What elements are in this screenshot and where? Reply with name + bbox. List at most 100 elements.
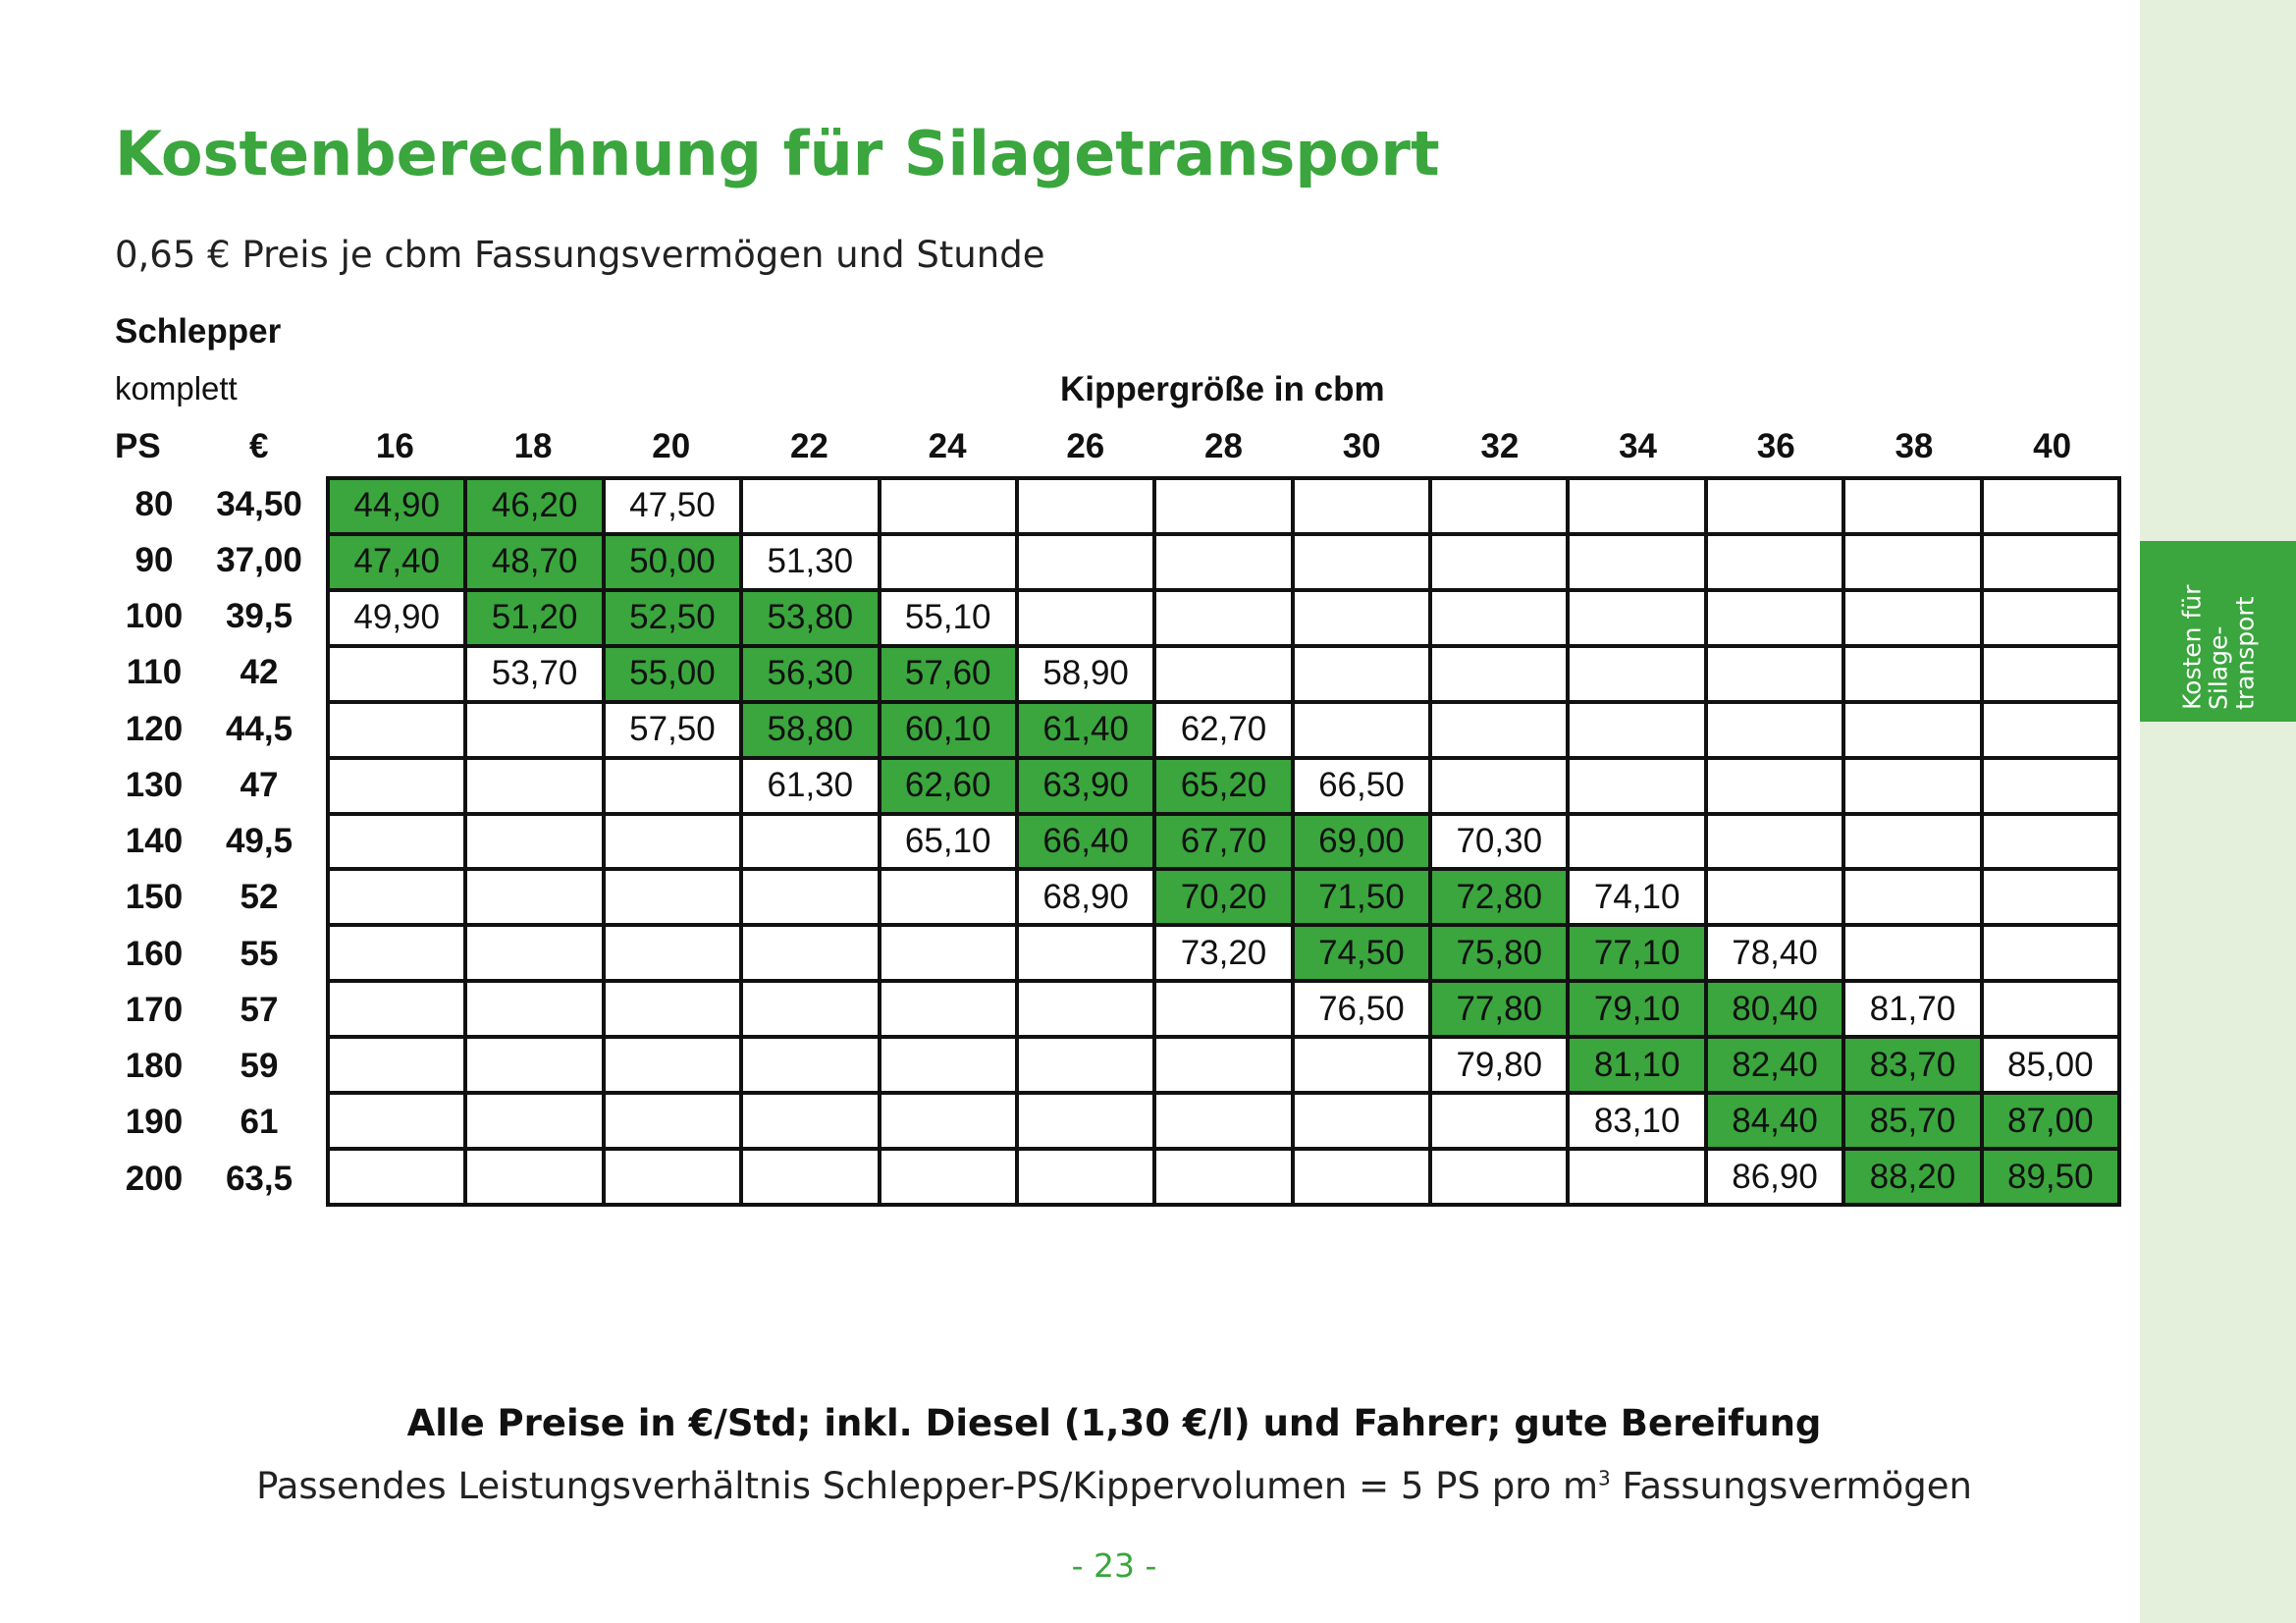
table-cell [1705,478,1844,534]
row-header: 140 49,5 [108,814,324,870]
row-euro: 55 [240,934,279,973]
table-cell [741,813,880,870]
section-tab[interactable]: Kosten für Silage- transport [2140,541,2296,722]
column-header: 18 [513,427,553,465]
table-cell [1430,1149,1569,1205]
table-cell [879,981,1017,1038]
table-cell: 57,50 [603,701,742,758]
table-cell [1154,478,1293,534]
table-cell [1016,478,1155,534]
table-cell [1568,533,1706,590]
table-cell [1981,645,2119,702]
row-header: 200 63,5 [108,1151,324,1207]
table-cell [879,1037,1017,1094]
table-cell [603,813,742,870]
table-cell [465,981,604,1038]
table-cell: 66,50 [1292,757,1431,814]
section-tab-label: Kosten für Silage- transport [2177,553,2259,710]
table-cell [603,1037,742,1094]
table-cell [1016,533,1155,590]
table-cell [1292,645,1431,702]
table-cell [1981,981,2119,1038]
table-cell [1568,478,1706,534]
row-euro: 42 [240,653,279,692]
table-cell-highlighted: 48,70 [465,533,604,590]
table-cell [1568,813,1706,870]
table-cell [1843,701,1982,758]
table-cell: 74,10 [1568,869,1706,926]
table-cell [328,1149,466,1205]
table-cell: 51,30 [741,533,880,590]
table-cell [741,869,880,926]
label-komplett: komplett [115,370,238,406]
table-cell [1430,645,1569,702]
table-cell-highlighted: 58,80 [741,701,880,758]
table-cell [1016,1093,1155,1150]
row-header: 170 57 [108,982,324,1038]
table-cell-highlighted: 62,60 [879,757,1017,814]
row-ps: 150 [125,878,184,917]
row-euro: 34,50 [216,484,302,523]
table-cell [1843,589,1982,646]
table-cell [465,869,604,926]
page-subtitle: 0,65 € Preis je cbm Fassungsvermögen und… [115,234,1045,276]
table-cell [328,869,466,926]
table-cell [1016,981,1155,1038]
table-cell: 70,30 [1430,813,1569,870]
table-cell [1981,701,2119,758]
table-cell [1292,1093,1431,1150]
column-header: 30 [1342,427,1381,465]
table-cell [1843,757,1982,814]
table-cell [328,813,466,870]
table-cell-highlighted: 82,40 [1705,1037,1844,1094]
table-cell [603,1093,742,1150]
table-cell [328,645,466,702]
table-cell-highlighted: 75,80 [1430,925,1569,982]
table-cell-highlighted: 77,10 [1568,925,1706,982]
table-cell [328,1093,466,1150]
table-cell-highlighted: 79,10 [1568,981,1706,1038]
column-header: 24 [928,427,967,465]
table-cell [465,925,604,982]
row-header: 160 55 [108,926,324,982]
label-schlepper: Schlepper [115,312,282,351]
row-ps: 170 [125,990,184,1029]
table-cell [1705,645,1844,702]
table-cell [1016,925,1155,982]
row-header: 130 47 [108,757,324,813]
table-cell [603,869,742,926]
column-header: 26 [1066,427,1105,465]
table-cell-highlighted: 66,40 [1016,813,1155,870]
table-cell: 58,90 [1016,645,1155,702]
table-cell-highlighted: 56,30 [741,645,880,702]
table-cell: 86,90 [1705,1149,1844,1205]
table-cell-highlighted: 47,40 [328,533,466,590]
row-ps: 110 [126,653,183,692]
row-ps: 120 [125,709,184,748]
table-cell [328,925,466,982]
table-cell [1430,478,1569,534]
table-cell [1154,533,1293,590]
table-cell [603,981,742,1038]
table-cell: 49,90 [328,589,466,646]
row-ps: 180 [125,1047,184,1086]
table-cell-highlighted: 84,40 [1705,1093,1844,1150]
table-cell [1568,701,1706,758]
table-cell [1568,1149,1706,1205]
table-cell [1981,589,2119,646]
table-cell [603,925,742,982]
row-header: 100 39,5 [108,589,324,645]
table-cell [465,1093,604,1150]
table-cell [1705,813,1844,870]
row-euro: 61 [240,1103,279,1142]
row-header: 80 34,50 [108,476,324,532]
table-cell: 53,70 [465,645,604,702]
section-tab-line-2: Silage- [2204,625,2232,710]
table-cell-highlighted: 80,40 [1705,981,1844,1038]
table-cell [741,478,880,534]
row-ps: 200 [125,1159,184,1198]
table-cell [1843,925,1982,982]
table-cell [741,1037,880,1094]
table-cell [1292,589,1431,646]
row-header: 180 59 [108,1039,324,1095]
